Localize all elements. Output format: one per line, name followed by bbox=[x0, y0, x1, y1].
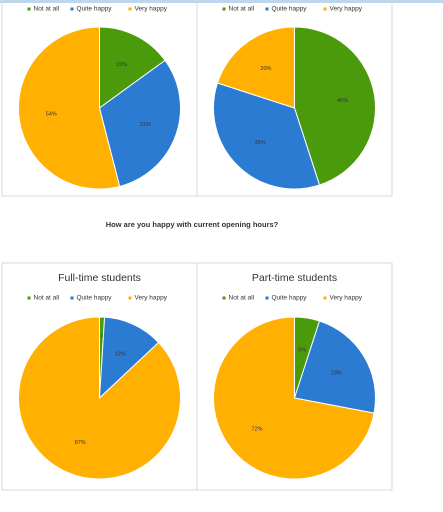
slice-label: 23% bbox=[331, 371, 342, 377]
legend-label: Quite happy bbox=[272, 295, 308, 302]
pie-slice bbox=[99, 26, 166, 109]
legend-label: Very happy bbox=[330, 295, 363, 302]
pie-slice bbox=[213, 82, 321, 190]
legend-label: Very happy bbox=[135, 295, 168, 302]
legend-label: Quite happy bbox=[77, 6, 113, 13]
pie-slice bbox=[293, 320, 376, 414]
legend-marker bbox=[323, 7, 327, 11]
legend-label: Not at all bbox=[34, 295, 60, 302]
pie-slice bbox=[213, 316, 375, 480]
legend-marker bbox=[27, 296, 31, 300]
legend-label: Quite happy bbox=[272, 6, 308, 13]
slice-label: 87% bbox=[75, 440, 86, 446]
slice-label: 72% bbox=[252, 426, 263, 432]
pie-slice bbox=[98, 59, 181, 188]
legend-marker bbox=[265, 296, 269, 300]
legend-label: Quite happy bbox=[77, 295, 113, 302]
slice-label: 12% bbox=[115, 351, 126, 357]
slice-label: 31% bbox=[140, 122, 151, 128]
pie-slice bbox=[18, 26, 121, 190]
pie-slice bbox=[98, 316, 160, 400]
slice-label: 20% bbox=[260, 66, 271, 72]
legend-marker bbox=[323, 296, 327, 300]
chart-frame bbox=[196, 262, 393, 491]
legend-label: Not at all bbox=[229, 6, 255, 13]
slice-label: 15% bbox=[116, 62, 127, 68]
chart-title: Full-time students bbox=[58, 272, 141, 284]
caption: How are you happy with current opening h… bbox=[106, 220, 279, 229]
legend-marker bbox=[70, 7, 74, 11]
legend-marker bbox=[128, 7, 132, 11]
legend-marker bbox=[128, 296, 132, 300]
legend-marker bbox=[27, 7, 31, 11]
chart-frame bbox=[196, 0, 393, 197]
legend-marker bbox=[265, 7, 269, 11]
legend-label: Very happy bbox=[330, 6, 363, 13]
legend-label: Very happy bbox=[135, 6, 168, 13]
legend-marker bbox=[222, 7, 226, 11]
pie-slice bbox=[18, 316, 181, 480]
slice-label: 35% bbox=[255, 140, 266, 146]
slice-label: 45% bbox=[337, 98, 348, 104]
slice-label: 5% bbox=[298, 347, 306, 353]
legend-label: Not at all bbox=[34, 6, 60, 13]
top-strip bbox=[0, 0, 443, 3]
legend-label: Not at all bbox=[229, 295, 255, 302]
legend-marker bbox=[222, 296, 226, 300]
slice-label: 54% bbox=[46, 112, 57, 118]
pie-slice bbox=[294, 26, 376, 186]
slice-label: 1% bbox=[97, 335, 105, 341]
legend-marker bbox=[70, 296, 74, 300]
pie-slice bbox=[216, 26, 295, 109]
chart-title: Part-time students bbox=[252, 272, 337, 284]
